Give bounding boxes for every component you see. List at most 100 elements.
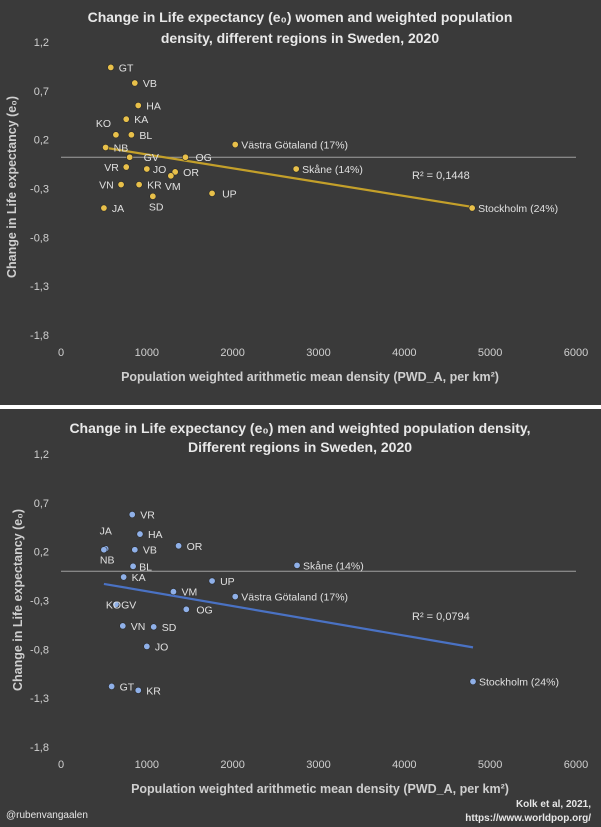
source-credit: Kolk et al, 2021, https://www.worldpop.o…: [465, 798, 591, 826]
chart-title-line-2: Different regions in Sweden, 2020: [188, 439, 412, 455]
data-point: [169, 588, 177, 596]
data-point: [231, 593, 239, 601]
x-tick-label: 6000: [564, 759, 588, 771]
data-point-label: BL: [139, 130, 152, 142]
y-tick-label: -0,3: [30, 184, 49, 196]
data-point-label: NB: [100, 555, 115, 567]
data-point-label: GV: [144, 152, 159, 164]
trend-line: [103, 582, 474, 649]
data-point-label: JA: [112, 203, 124, 215]
x-tick-label: 3000: [306, 347, 330, 359]
data-point: [136, 530, 144, 538]
chart-title-line-2: density, different regions in Sweden, 20…: [161, 30, 439, 46]
data-point: [469, 678, 477, 686]
data-point: [150, 623, 158, 631]
x-tick-label: 0: [58, 347, 64, 359]
data-point-label: VR: [140, 510, 155, 522]
data-point-label: Västra Götaland (17%): [241, 140, 348, 152]
data-point: [102, 143, 110, 151]
data-point: [149, 192, 157, 200]
y-tick-label: 1,2: [34, 449, 49, 461]
data-point-label: VB: [143, 545, 157, 557]
chart-title-line-1: Change in Life expectancy (e₀) women and…: [88, 9, 513, 25]
data-point: [129, 562, 137, 570]
data-point: [126, 153, 134, 161]
data-point-label: KA: [134, 114, 148, 126]
data-point-label: SD: [162, 622, 177, 634]
data-point: [143, 642, 151, 650]
data-point-label: KO: [96, 118, 111, 130]
data-point-label: JO: [153, 164, 166, 176]
men-chart: Change in Life expectancy (e₀) men and w…: [11, 420, 588, 796]
data-point: [128, 511, 136, 519]
y-tick-label: -0,8: [30, 232, 49, 244]
y-tick-label: -0,8: [30, 644, 49, 656]
x-axis-title: Population weighted arithmetic mean dens…: [131, 782, 509, 796]
data-point: [112, 600, 120, 608]
y-tick-label: -1,3: [30, 281, 49, 293]
data-point-label: KOGV: [106, 599, 136, 611]
x-tick-label: 0: [58, 759, 64, 771]
data-point: [100, 546, 108, 554]
data-point: [108, 682, 116, 690]
data-point-label: GT: [120, 681, 135, 693]
data-point: [208, 577, 216, 585]
data-point-label: VN: [99, 180, 114, 192]
r-squared-label: R² = 0,0794: [412, 611, 470, 623]
data-point-label: OG: [196, 604, 212, 616]
data-point-label: OG: [195, 152, 211, 164]
data-point-label: BL: [139, 561, 152, 573]
y-tick-label: 0,7: [34, 86, 49, 98]
data-point-label: OR: [187, 541, 203, 553]
x-tick-label: 1000: [135, 759, 159, 771]
data-point: [131, 546, 139, 554]
data-point: [208, 189, 216, 197]
data-point: [122, 163, 130, 171]
data-point-label: UP: [222, 188, 237, 200]
data-point: [107, 63, 115, 71]
y-tick-label: 0,7: [34, 498, 49, 510]
data-point: [182, 605, 190, 613]
data-point: [131, 79, 139, 87]
y-axis-title: Change in Life expectancy (e₀): [5, 96, 19, 278]
data-point-label: KR: [146, 685, 161, 697]
data-point-label: VR: [104, 162, 119, 174]
data-point: [134, 101, 142, 109]
data-point: [135, 181, 143, 189]
data-point: [119, 622, 127, 630]
data-point-label: KA: [132, 572, 146, 584]
data-point-label: VM: [181, 587, 197, 599]
x-tick-label: 4000: [392, 347, 416, 359]
y-axis-title: Change in Life expectancy (e₀): [11, 509, 25, 691]
data-point: [122, 115, 130, 123]
source-line-1: Kolk et al, 2021,: [515, 799, 591, 810]
chart-divider: [0, 405, 601, 409]
data-point-label: VB: [143, 78, 157, 90]
x-axis-title: Population weighted arithmetic mean dens…: [121, 370, 499, 384]
data-point: [171, 168, 179, 176]
data-point-label: Stockholm (24%): [478, 203, 558, 215]
x-tick-label: 6000: [564, 347, 588, 359]
x-tick-label: 5000: [478, 759, 502, 771]
y-tick-label: -0,3: [30, 596, 49, 608]
data-point-label: Skåne (14%): [303, 560, 364, 572]
data-point: [120, 573, 128, 581]
r-squared-label: R² = 0,1448: [412, 170, 470, 182]
data-point-label: HA: [148, 529, 163, 541]
data-point: [134, 686, 142, 694]
y-tick-label: -1,3: [30, 693, 49, 705]
data-point-label: VN: [131, 621, 146, 633]
data-point: [231, 141, 239, 149]
data-point: [292, 165, 300, 173]
data-point-label: NB: [114, 142, 129, 154]
data-point-label: VM: [165, 181, 181, 193]
data-point: [117, 181, 125, 189]
data-point: [112, 131, 120, 139]
data-point-label: GT: [119, 62, 134, 74]
y-tick-label: 0,2: [34, 135, 49, 147]
data-point: [293, 561, 301, 569]
data-point-label: Stockholm (24%): [479, 677, 559, 689]
data-point-label: HA: [146, 100, 161, 112]
y-tick-label: 0,2: [34, 547, 49, 559]
trend-line: [103, 146, 474, 209]
